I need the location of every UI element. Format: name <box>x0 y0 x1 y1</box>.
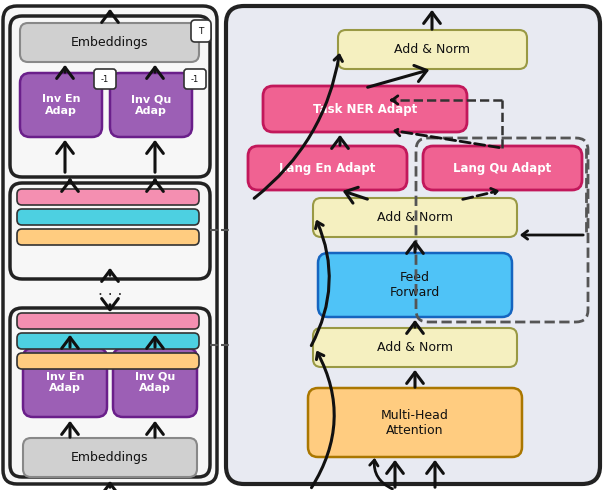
FancyBboxPatch shape <box>248 146 407 190</box>
FancyBboxPatch shape <box>226 6 600 484</box>
FancyBboxPatch shape <box>110 73 192 137</box>
FancyBboxPatch shape <box>308 388 522 457</box>
FancyBboxPatch shape <box>423 146 582 190</box>
FancyBboxPatch shape <box>20 23 199 62</box>
FancyBboxPatch shape <box>17 353 199 369</box>
Text: Inv En
Adap: Inv En Adap <box>45 372 84 393</box>
Text: Add & Norm: Add & Norm <box>377 341 453 354</box>
FancyBboxPatch shape <box>191 20 211 42</box>
Text: Inv En
Adap: Inv En Adap <box>42 94 80 116</box>
FancyBboxPatch shape <box>17 189 199 205</box>
Text: Inv Qu
Adap: Inv Qu Adap <box>135 372 175 393</box>
FancyBboxPatch shape <box>94 69 116 89</box>
Text: Add & Norm: Add & Norm <box>395 43 470 56</box>
FancyBboxPatch shape <box>113 348 197 417</box>
Text: -1: -1 <box>191 74 199 83</box>
FancyBboxPatch shape <box>20 73 102 137</box>
Text: . . .: . . . <box>98 283 122 297</box>
FancyBboxPatch shape <box>17 333 199 349</box>
FancyBboxPatch shape <box>23 438 197 477</box>
Text: Inv Qu
Adap: Inv Qu Adap <box>131 94 171 116</box>
Text: Add & Norm: Add & Norm <box>377 211 453 224</box>
FancyBboxPatch shape <box>318 253 512 317</box>
FancyBboxPatch shape <box>10 183 210 279</box>
FancyBboxPatch shape <box>17 229 199 245</box>
FancyBboxPatch shape <box>17 209 199 225</box>
FancyBboxPatch shape <box>313 328 517 367</box>
Text: T: T <box>198 26 204 35</box>
FancyBboxPatch shape <box>263 86 467 132</box>
Text: Feed
Forward: Feed Forward <box>390 271 440 299</box>
FancyBboxPatch shape <box>10 16 210 177</box>
Text: -1: -1 <box>101 74 109 83</box>
Text: Embeddings: Embeddings <box>72 451 148 464</box>
Text: Multi-Head
Attention: Multi-Head Attention <box>381 409 449 437</box>
Text: Task NER Adapt: Task NER Adapt <box>313 102 417 116</box>
FancyBboxPatch shape <box>17 313 199 329</box>
FancyBboxPatch shape <box>3 6 217 484</box>
Text: Lang Qu Adapt: Lang Qu Adapt <box>453 162 551 174</box>
Text: Lang En Adapt: Lang En Adapt <box>279 162 376 174</box>
FancyBboxPatch shape <box>184 69 206 89</box>
FancyBboxPatch shape <box>338 30 527 69</box>
FancyBboxPatch shape <box>23 348 107 417</box>
FancyBboxPatch shape <box>10 308 210 477</box>
Text: Embeddings: Embeddings <box>71 36 148 49</box>
FancyBboxPatch shape <box>313 198 517 237</box>
